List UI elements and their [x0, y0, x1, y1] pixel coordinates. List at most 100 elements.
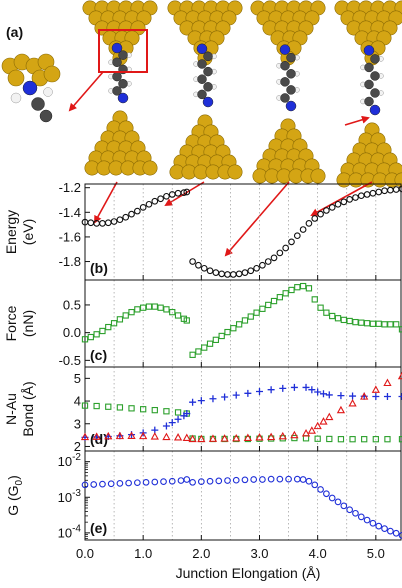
data-point: [175, 190, 181, 196]
data-point: [384, 393, 391, 400]
y-tick-label: -1.2: [59, 180, 81, 195]
tick-exponent: -3: [72, 488, 81, 499]
data-point: [388, 187, 394, 193]
data-point: [324, 208, 330, 214]
data-point: [393, 530, 399, 536]
data-point: [221, 393, 228, 400]
data-point: [260, 306, 265, 311]
data-point: [100, 221, 106, 227]
data-point: [376, 523, 382, 529]
data-point: [295, 285, 300, 290]
data-point: [399, 393, 402, 400]
data-point: [384, 380, 390, 386]
data-point: [190, 480, 196, 486]
x-tick-label: 5.0: [367, 546, 385, 561]
data-point: [324, 491, 330, 497]
x-tick-label: 4.0: [309, 546, 327, 561]
data-point: [300, 477, 306, 483]
data-point: [100, 328, 105, 333]
data-point: [266, 302, 271, 307]
data-point: [330, 313, 335, 318]
data-point: [341, 503, 347, 509]
data-point: [231, 326, 236, 331]
tick-exponent: -4: [72, 523, 81, 534]
data-point: [190, 352, 195, 357]
data-point: [329, 205, 335, 211]
nitrogen-atom: [118, 93, 128, 103]
data-point: [248, 268, 254, 274]
data-point: [277, 295, 282, 300]
data-point: [382, 322, 387, 327]
data-point: [283, 291, 288, 296]
data-point: [303, 436, 308, 441]
data-point: [291, 384, 298, 391]
data-point: [251, 477, 257, 483]
data-point: [289, 287, 294, 292]
data-point: [207, 268, 213, 274]
tick-base: 10: [58, 454, 72, 469]
data-point: [277, 476, 283, 482]
data-point: [196, 349, 201, 354]
data-point: [135, 480, 141, 486]
data-point: [123, 214, 129, 220]
y-tick-label: 3: [74, 416, 81, 431]
carbon-atom: [119, 51, 128, 60]
tick-base: 10: [58, 525, 72, 540]
inset-hydrogen-atom: [44, 88, 53, 97]
data-point: [362, 437, 367, 442]
data-point: [353, 195, 359, 201]
data-point: [254, 266, 260, 272]
data-point: [161, 479, 167, 485]
data-point: [105, 220, 111, 226]
data-point: [300, 227, 306, 233]
data-point: [376, 189, 382, 195]
data-point: [295, 476, 301, 482]
carbon-atom: [204, 52, 213, 61]
gold-atom: [143, 161, 157, 175]
y-axis-label: Energy: [3, 210, 19, 254]
data-point: [129, 310, 134, 315]
data-point: [184, 435, 190, 441]
data-point: [88, 334, 93, 339]
data-point: [353, 511, 359, 517]
panel-label: (e): [90, 520, 107, 536]
nitrogen-atom: [364, 45, 374, 55]
nitrogen-atom: [280, 45, 290, 55]
data-point: [358, 514, 364, 520]
data-point: [158, 305, 163, 310]
y-tick-label: 10-4: [58, 523, 82, 540]
data-point: [359, 320, 364, 325]
data-point: [233, 477, 239, 483]
data-point: [141, 305, 146, 310]
data-point: [364, 192, 370, 198]
data-point: [326, 391, 333, 398]
data-point: [135, 208, 141, 214]
data-point: [184, 477, 190, 483]
data-point: [94, 221, 100, 227]
data-point: [242, 477, 248, 483]
data-point: [117, 317, 122, 322]
axes-frame: [85, 184, 401, 280]
carbon-atom: [281, 61, 290, 70]
data-point: [318, 211, 324, 217]
panel-a-label: (a): [6, 24, 23, 40]
data-point: [213, 270, 219, 276]
data-point: [279, 385, 286, 392]
data-point: [365, 321, 370, 326]
bond-break-arrow: [345, 118, 368, 125]
data-point: [338, 437, 343, 442]
data-point: [152, 479, 158, 485]
data-point: [254, 310, 259, 315]
data-point: [207, 478, 213, 484]
carbon-atom: [204, 82, 213, 91]
data-point: [315, 436, 320, 441]
carbon-atom: [204, 67, 213, 76]
data-point: [106, 325, 111, 330]
y-axis-label: (nN): [20, 310, 36, 337]
data-point: [91, 482, 97, 488]
data-point: [175, 410, 180, 415]
data-point: [291, 432, 297, 438]
y-tick-label: 10-2: [58, 452, 82, 469]
y-tick-label: -0.5: [59, 353, 81, 368]
